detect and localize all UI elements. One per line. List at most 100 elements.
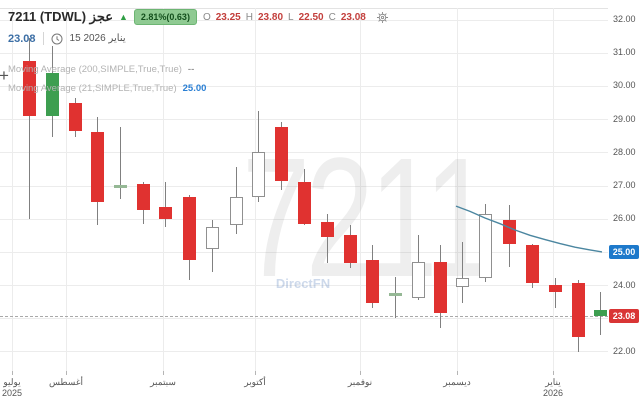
low-value: 22.50: [298, 11, 324, 23]
high-key: H: [245, 11, 253, 23]
high-value: 23.80: [257, 11, 284, 23]
price-badge: 23.08: [609, 308, 639, 323]
clock-icon: [51, 33, 63, 45]
separator: [42, 32, 44, 45]
price-tick-label: 22.00: [613, 345, 636, 356]
candle-body-hollow: [252, 152, 265, 198]
candle-body-hollow: [479, 213, 492, 279]
candle-body-green: [46, 72, 59, 116]
price-tick-label: 27.00: [613, 180, 636, 191]
indicator-ma21-label: Moving Average (21,SIMPLE,True,True): [8, 83, 177, 94]
up-arrow-icon: ▲: [118, 12, 128, 22]
candle-body-red: [434, 261, 447, 314]
time-tick: [360, 371, 361, 375]
candle-body-red: [526, 245, 539, 284]
symbol-title: 7211 (TDWL) عجز: [8, 9, 113, 24]
time-tick: [255, 371, 256, 375]
candle-body-doji: [114, 184, 127, 188]
time-axis[interactable]: يوليو 2025 أغسطس سبتمبر أكتوبر نوفمبر ديسمبر ين…: [0, 371, 640, 400]
price-tick-label: 28.00: [613, 146, 636, 157]
candle-body-hollow: [230, 197, 243, 226]
indicator-ma200-label: Moving Average (200,SIMPLE,True,True): [8, 64, 182, 75]
h-gridline: [0, 19, 608, 21]
time-tick: [163, 371, 164, 375]
time-tick: [66, 371, 67, 375]
candle-body-red: [321, 222, 334, 237]
price-axis[interactable]: 22.00 24.00 26.00 27.00 28.00 29.00 30.00 31.00…: [608, 0, 640, 371]
price-tick-label: 29.00: [613, 113, 636, 124]
plot-top-border: [0, 8, 640, 9]
h-gridline: [0, 285, 608, 287]
month-label: نوفمبر: [347, 377, 373, 387]
price-tick-label: 32.00: [613, 14, 636, 25]
candle-wick: [120, 127, 121, 199]
month-label: ديسمبر: [443, 377, 471, 387]
month-label: أكتوبر: [244, 377, 266, 387]
last-price-line: [0, 315, 608, 317]
symbol-header: 7211 (TDWL) عجز ▲ 2.81%(0.63) O 23.25 H 23…: [8, 9, 389, 25]
candle-wick: [29, 37, 30, 219]
indicator-ma21-row[interactable]: Moving Average (21,SIMPLE,True,True) 25.…: [8, 83, 206, 94]
candle-body-red: [344, 235, 357, 264]
candle-body-red: [137, 183, 150, 211]
candle-body-green: [594, 309, 607, 316]
last-price: 23.08: [8, 32, 36, 45]
h-gridline: [0, 152, 608, 154]
candle-body-red: [549, 285, 562, 292]
candle-wick: [462, 241, 463, 304]
time-tick: [12, 371, 13, 375]
candle-body-hollow: [412, 261, 425, 299]
candle-body-hollow: [206, 226, 219, 249]
close-value: 23.08: [340, 11, 366, 23]
low-key: L: [288, 11, 294, 23]
v-gridline: [553, 8, 554, 371]
indicator-ma200-row[interactable]: Moving Average (200,SIMPLE,True,True) --: [8, 64, 194, 75]
candle-body-red: [159, 207, 172, 219]
v-gridline: [66, 8, 67, 371]
candle-body-red: [275, 127, 288, 181]
h-gridline: [0, 251, 608, 253]
candle-body-red: [183, 197, 196, 261]
indicator-ma200-value: --: [187, 64, 195, 75]
indicator-ma21-value: 25.00: [182, 83, 207, 94]
close-key: C: [328, 11, 336, 23]
candle-body-red: [69, 102, 82, 131]
h-gridline: [0, 119, 608, 121]
candle-wick: [165, 182, 166, 227]
time-tick: [553, 371, 554, 375]
time-tick: [457, 371, 458, 375]
month-label: أغسطس: [48, 377, 84, 387]
price-badge: 25.00: [609, 244, 639, 259]
brand-watermark: DirectFN: [275, 276, 331, 291]
month-label: يوليو 2025: [1, 377, 23, 398]
ohlc-values: O 23.25 H 23.80 L 22.50 C 23.08: [203, 12, 366, 23]
settings-gear-icon[interactable]: [376, 11, 389, 24]
open-value: 23.25: [215, 11, 241, 23]
price-tick-label: 30.00: [613, 80, 636, 91]
open-key: O: [202, 11, 211, 23]
v-gridline: [12, 8, 13, 371]
h-gridline: [0, 351, 608, 353]
candle-body-doji: [389, 293, 402, 297]
month-label: يناير 2026: [542, 377, 564, 398]
v-gridline: [360, 8, 361, 371]
last-price-row: 23.08 15 2026 يناير: [8, 32, 126, 45]
v-gridline: [163, 8, 164, 371]
candle-wick: [395, 276, 396, 319]
candle-body-red: [366, 260, 379, 304]
h-gridline: [0, 85, 608, 87]
candle-wick: [555, 278, 556, 309]
h-gridline: [0, 52, 608, 54]
candle-body-red: [298, 182, 311, 224]
candle-body-red: [503, 220, 516, 244]
price-tick-label: 26.00: [613, 213, 636, 224]
candle-body-red: [91, 132, 104, 203]
candle-wick: [327, 213, 328, 264]
candle-body-red: [572, 283, 585, 338]
crosshair-date: 15 2026 يناير: [69, 33, 126, 44]
h-gridline: [0, 318, 608, 320]
price-tick-label: 31.00: [613, 47, 636, 58]
v-gridline: [457, 8, 458, 371]
change-badge: 2.81%(0.63): [133, 9, 197, 25]
